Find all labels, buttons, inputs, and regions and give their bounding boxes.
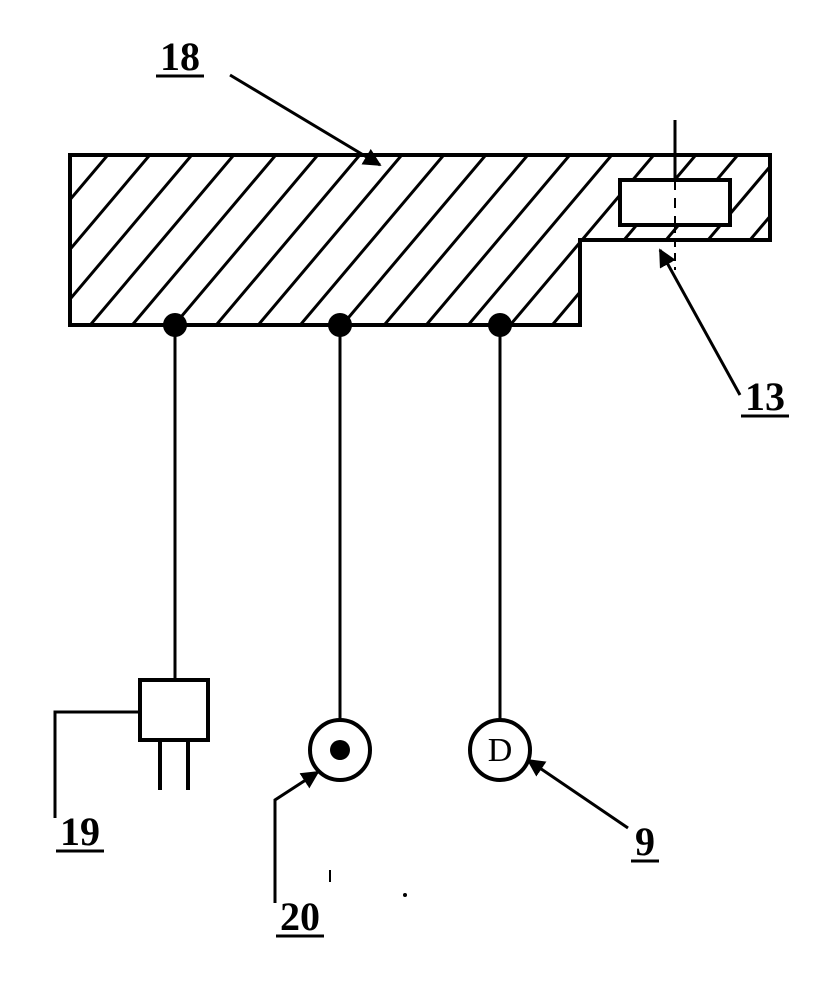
target-center [330,740,350,760]
label-L9-leader [528,760,628,828]
label-L9: 9 [635,819,655,864]
label-L18: 18 [160,34,200,79]
label-L20-leader [275,772,318,903]
label-L13-leader [660,250,740,395]
label-L13: 13 [745,374,785,419]
label-L19: 19 [60,809,100,854]
transistor-body [140,680,208,740]
label-L20: 20 [280,894,320,939]
label-L18-leader [230,75,380,165]
stray-mark [403,893,407,897]
label-L19-leader [55,712,138,818]
d-symbol-label: D [488,732,513,769]
